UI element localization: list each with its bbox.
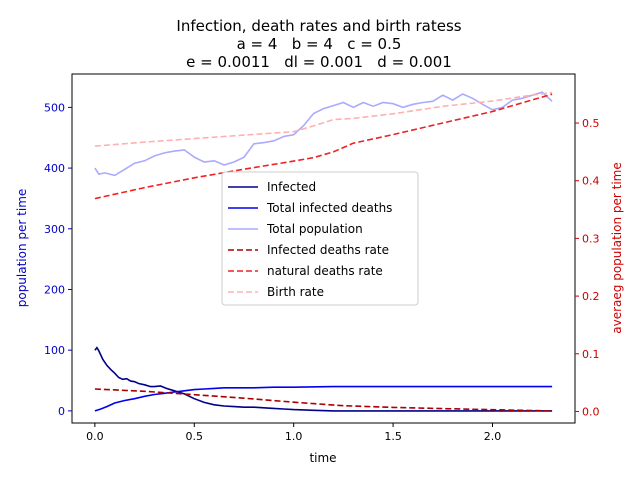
legend-box bbox=[221, 171, 419, 306]
y-left-tick-label: 400 bbox=[44, 162, 65, 175]
y-left-tick-label: 300 bbox=[44, 223, 65, 236]
y-right-tick-label: 0.2 bbox=[582, 290, 600, 303]
legend-label: natural deaths rate bbox=[267, 264, 383, 278]
y-right-tick-label: 0.0 bbox=[582, 405, 600, 418]
x-axis: 0.0 0.5 1.0 1.5 2.0 bbox=[86, 423, 501, 443]
series-line-natural-deaths-rate bbox=[94, 93, 553, 200]
plot-frame bbox=[71, 73, 576, 424]
y-left-tick-label: 100 bbox=[44, 344, 65, 357]
y-right-tick-label: 0.3 bbox=[582, 232, 600, 245]
series-line-infected bbox=[94, 346, 553, 412]
y-axis-left: 0 100 200 300 400 500 bbox=[44, 101, 72, 418]
series-line-birth-rate bbox=[94, 91, 553, 147]
legend-label: Birth rate bbox=[267, 285, 324, 299]
x-tick-label: 2.0 bbox=[484, 430, 502, 443]
y-right-tick-label: 0.4 bbox=[582, 175, 600, 188]
legend-label: Total infected deaths bbox=[266, 201, 392, 215]
x-tick-label: 0.5 bbox=[186, 430, 204, 443]
x-tick-label: 0.0 bbox=[86, 430, 104, 443]
x-axis-label: time bbox=[309, 451, 336, 465]
legend-label: Infected bbox=[267, 180, 316, 194]
y-axis-right: 0.0 0.1 0.2 0.3 0.4 0.5 bbox=[575, 117, 600, 418]
title-line-2: a = 4 b = 4 c = 0.5 bbox=[237, 35, 402, 53]
y-axis-right-label: averaeg population per time bbox=[610, 162, 624, 333]
y-right-tick-label: 0.5 bbox=[582, 117, 600, 130]
title-line-1: Infection, death rates and birth ratess bbox=[176, 17, 461, 35]
title-line-3: e = 0.0011 dl = 0.001 d = 0.001 bbox=[186, 53, 452, 71]
x-tick-label: 1.0 bbox=[285, 430, 303, 443]
x-tick-label: 1.5 bbox=[384, 430, 402, 443]
series-line-total-population bbox=[94, 91, 553, 177]
series-line-infected-deaths-rate bbox=[94, 388, 553, 412]
legend-label: Total population bbox=[266, 222, 363, 236]
legend: Infected Total infected deaths Total popul… bbox=[221, 171, 419, 306]
y-left-tick-label: 500 bbox=[44, 101, 65, 114]
legend-label: Infected deaths rate bbox=[267, 243, 389, 257]
y-axis-left-label: population per time bbox=[15, 189, 29, 308]
y-left-tick-label: 200 bbox=[44, 283, 65, 296]
series-layer bbox=[94, 91, 553, 412]
series-line-total-infected-deaths bbox=[94, 385, 553, 412]
y-right-tick-label: 0.1 bbox=[582, 348, 600, 361]
y-left-tick-label: 0 bbox=[58, 405, 65, 418]
chart-title: Infection, death rates and birth ratess … bbox=[176, 17, 461, 71]
